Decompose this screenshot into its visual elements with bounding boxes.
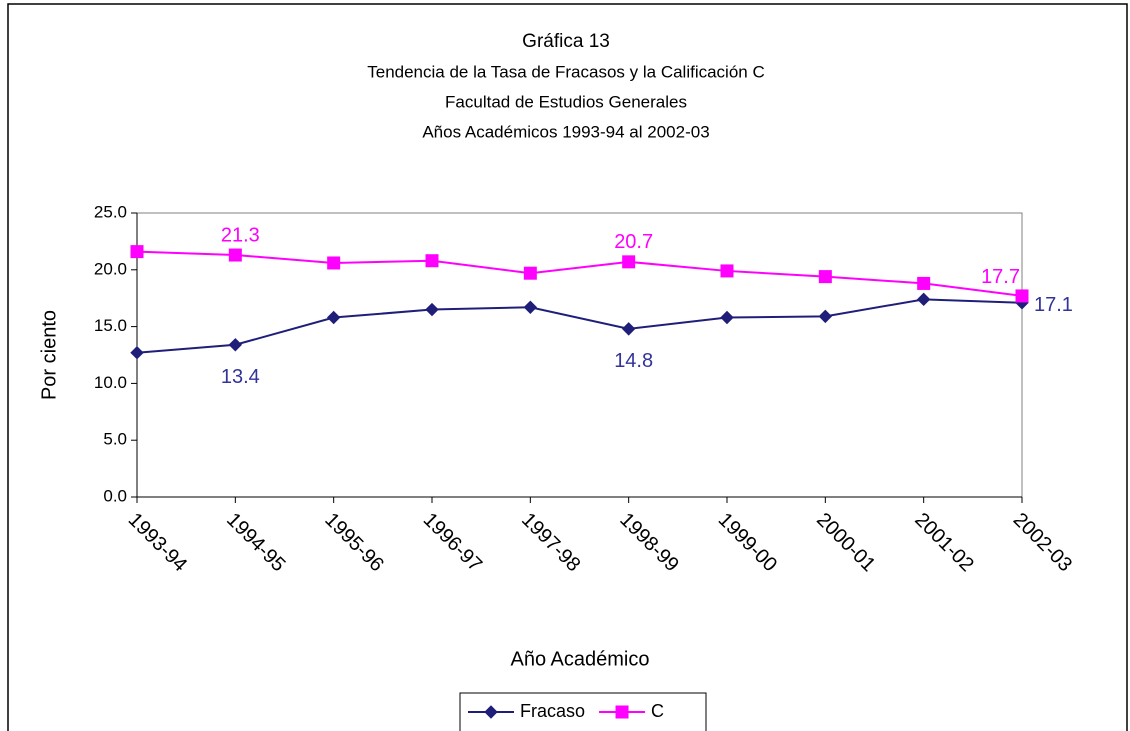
y-tick-label: 25.0: [94, 202, 127, 221]
legend-label: Fracaso: [520, 701, 585, 721]
data-label: 13.4: [221, 366, 260, 388]
series-line: [136, 250, 1023, 297]
marker: [425, 302, 439, 317]
marker: [326, 310, 341, 325]
marker: [622, 255, 636, 269]
marker: [130, 245, 144, 259]
series-line: [136, 298, 1023, 354]
marker: [425, 254, 439, 268]
marker: [916, 292, 931, 307]
marker: [1015, 289, 1029, 303]
data-label: 14.8: [614, 350, 653, 372]
marker: [720, 310, 734, 325]
marker: [523, 300, 538, 314]
marker: [130, 346, 144, 360]
marker: [818, 270, 832, 284]
y-axis-label: Por ciento: [38, 310, 60, 400]
marker: [228, 248, 242, 262]
x-axis-label: Año Académico: [511, 648, 650, 670]
y-tick-label: 0.0: [103, 486, 127, 505]
y-tick-label: 5.0: [103, 430, 127, 449]
marker: [621, 322, 636, 336]
marker: [523, 266, 537, 280]
marker: [818, 309, 833, 324]
data-label: 21.3: [221, 224, 260, 246]
marker: [327, 256, 341, 270]
y-tick-label: 15.0: [94, 316, 127, 335]
chart-subtitle: Facultad de Estudios Generales: [445, 92, 687, 111]
y-tick-label: 10.0: [94, 373, 127, 392]
chart-subtitle: Años Académicos 1993-94 al 2002-03: [422, 122, 709, 141]
data-label: 20.7: [614, 231, 653, 253]
marker: [720, 264, 734, 278]
marker: [228, 338, 243, 352]
y-tick-label: 20.0: [94, 259, 127, 278]
data-label: 17.1: [1034, 294, 1073, 316]
marker: [615, 705, 629, 719]
data-label: 17.7: [981, 266, 1020, 288]
chart-title: Gráfica 13: [522, 31, 610, 52]
marker: [917, 276, 931, 290]
plot-area: [136, 212, 1023, 498]
legend: Fracaso C: [459, 692, 707, 731]
marker: [484, 705, 498, 719]
chart-subtitle: Tendencia de la Tasa de Fracasos y la Ca…: [367, 62, 765, 81]
legend-label: C: [651, 701, 664, 721]
